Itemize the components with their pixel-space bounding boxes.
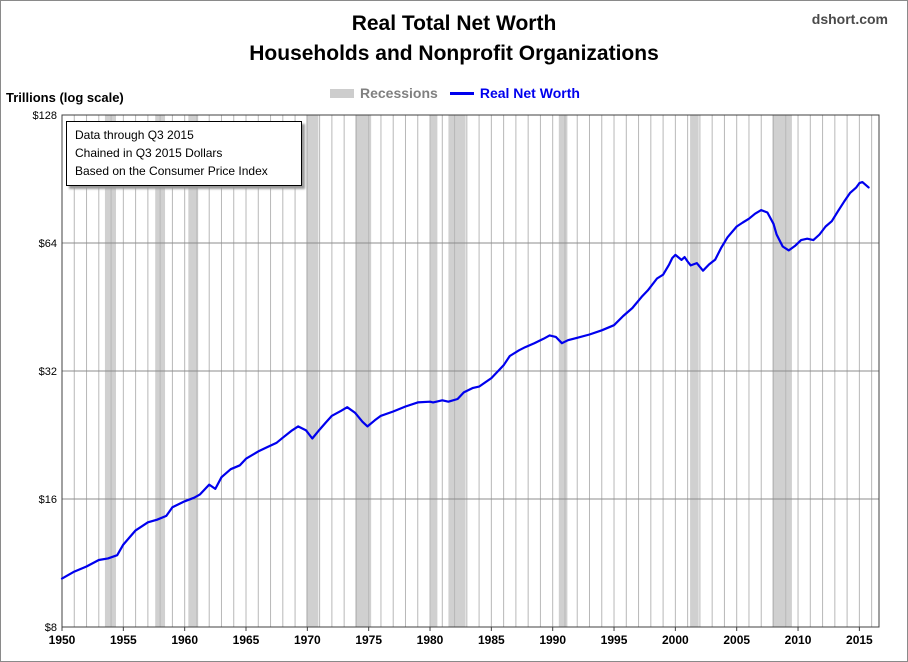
legend-label-recessions: Recessions <box>360 85 438 101</box>
series-line-real-net-worth <box>60 181 870 580</box>
y-tick-label: $16 <box>39 494 57 506</box>
horizontal-gridlines <box>62 242 879 500</box>
x-tick-label: 2010 <box>785 633 812 647</box>
annotation-line-3: Based on the Consumer Price Index <box>75 164 268 178</box>
annotation-box: Data through Q3 2015 Chained in Q3 2015 … <box>66 121 302 186</box>
y-tick-label: $64 <box>39 238 57 250</box>
x-tick-label: 1985 <box>478 633 505 647</box>
plot-area-border <box>61 114 880 628</box>
y-tick-label: $128 <box>33 110 57 122</box>
y-axis-title: Trillions (log scale) <box>6 90 124 105</box>
y-tick-label: $8 <box>45 622 57 634</box>
x-tick-label: 1980 <box>417 633 444 647</box>
legend-swatch-real-net-worth <box>449 91 474 95</box>
legend-item-real-net-worth: Real Net Worth <box>449 85 580 101</box>
x-tick-label: 1960 <box>171 633 198 647</box>
annotation-line-1: Data through Q3 2015 <box>75 128 194 142</box>
x-tick-label: 1955 <box>110 633 137 647</box>
legend-label-real-net-worth: Real Net Worth <box>479 85 580 101</box>
x-tick-label: 1995 <box>601 633 628 647</box>
legend-item-recessions: Recessions <box>330 85 438 101</box>
x-tick-label: 2000 <box>662 633 689 647</box>
series-layer <box>60 181 870 580</box>
legend-swatch-recessions <box>330 88 354 98</box>
x-tick-label: 2005 <box>723 633 750 647</box>
x-axis-ticks: 1950 1955 1960 1965 1970 1975 1980 1985 1990 1995… <box>49 627 873 647</box>
x-tick-label: 2015 <box>846 633 873 647</box>
chart-subtitle: Households and Nonprofit Organizations <box>249 42 659 65</box>
source-label: dshort.com <box>811 11 888 27</box>
x-tick-label: 1975 <box>355 633 382 647</box>
legend: Recessions Real Net Worth <box>330 84 580 102</box>
annotation-line-2: Chained in Q3 2015 Dollars <box>75 146 223 160</box>
chart-title: Real Total Net Worth <box>351 12 557 35</box>
x-tick-label: 1970 <box>294 633 321 647</box>
x-tick-label: 1990 <box>539 633 566 647</box>
y-tick-label: $32 <box>39 366 57 378</box>
y-axis-ticks: $8 $16 $32 $64 $128 <box>33 110 57 634</box>
x-tick-label: 1950 <box>49 633 76 647</box>
x-tick-label: 1965 <box>233 633 260 647</box>
